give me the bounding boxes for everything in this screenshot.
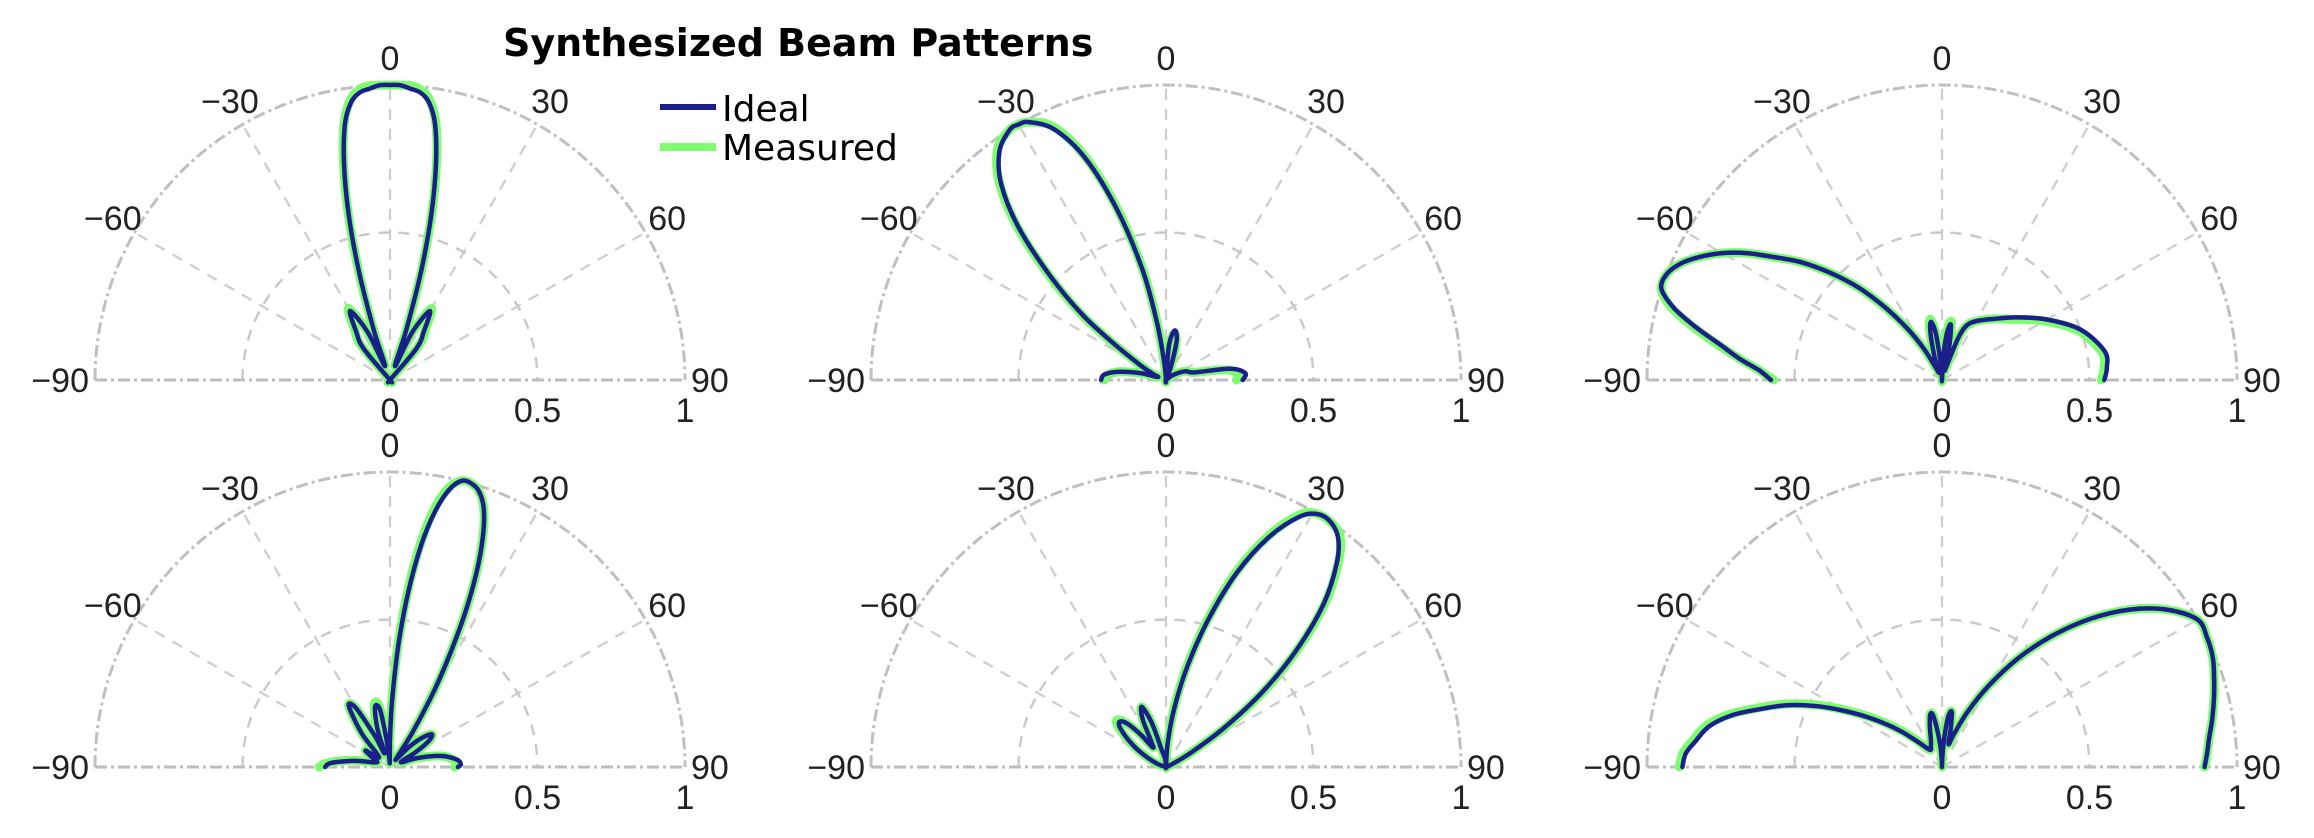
series-ideal-line [1116,511,1342,771]
radial-tick-label: 1 [2228,779,2247,817]
angle-tick-label: 90 [691,362,729,400]
grid-arc-outer [869,83,1463,381]
grid-spoke [241,123,392,381]
angle-tick-label: −60 [84,200,142,238]
angle-tick-label: 0 [1157,40,1176,78]
radial-tick-label: 1 [2228,392,2247,430]
angle-tick-label: −60 [860,200,918,238]
angle-tick-label: 90 [2243,362,2281,400]
angle-tick-label: −30 [977,470,1035,508]
polar-panel: −90 −60 −30 0 30 60 90 0 0.5 1 [31,427,729,817]
series-ideal-line [322,478,487,770]
angle-tick-label: −60 [84,587,142,625]
radial-tick-label: 0 [1157,392,1176,430]
grid-spoke [909,618,1167,769]
angle-tick-label: 60 [648,200,686,238]
polar-panel: −90 −60 −30 0 30 60 90 0 0.5 1 [1583,40,2281,430]
grid-spoke [1685,618,1943,769]
radial-tick-label: 1 [1452,779,1471,817]
legend-label-ideal: Ideal [722,89,810,130]
grid-spoke [1793,510,1944,768]
angle-tick-label: 0 [381,427,400,465]
radial-tick-label: 1 [1452,392,1471,430]
polar-panel: −90 −60 −30 0 30 60 90 0 0.5 1 [807,40,1505,430]
angle-tick-label: 90 [1467,362,1505,400]
grid-arc-inner [241,618,539,768]
legend-label-measured: Measured [722,128,898,169]
angle-tick-label: 0 [381,40,400,78]
radial-tick-label: 0 [1933,392,1952,430]
grid-arc-outer [93,470,687,768]
radial-tick-label: 0 [381,392,400,430]
polar-panels: −90 −60 −30 0 30 60 90 0 0.5 1 −90 −60 −30 0 30 60 90 0 0.… [31,40,2281,817]
angle-tick-label: 90 [2243,749,2281,787]
angle-tick-label: −60 [1636,587,1694,625]
angle-tick-label: −30 [201,83,259,121]
series-ideal-line [1680,606,2217,770]
angle-tick-label: −30 [1753,470,1811,508]
radial-tick-label: 0.5 [1290,779,1337,817]
angle-tick-label: −60 [860,587,918,625]
angle-tick-label: 60 [1424,587,1462,625]
angle-tick-label: 0 [1933,427,1952,465]
angle-tick-label: 60 [2200,587,2238,625]
angle-tick-label: −60 [1636,200,1694,238]
grid-arc-outer [869,470,1463,768]
angle-tick-label: −90 [31,749,89,787]
angle-tick-label: 0 [1157,427,1176,465]
angle-tick-label: −90 [1583,362,1641,400]
legend: Ideal Measured [660,89,898,169]
radial-tick-label: 0 [1157,779,1176,817]
series-ideal-line [1658,250,2110,384]
radial-tick-label: 0 [1933,779,1952,817]
angle-tick-label: 30 [2083,83,2121,121]
grid-arc-inner [1017,618,1315,768]
angle-tick-label: 90 [691,749,729,787]
radial-tick-label: 1 [676,779,695,817]
grid-arc-outer [1645,470,2239,768]
angle-tick-label: −90 [807,362,865,400]
angle-tick-label: 30 [2083,470,2121,508]
angle-tick-label: 60 [648,587,686,625]
series-measured-line [1111,507,1346,773]
polar-panel: −90 −60 −30 0 30 60 90 0 0.5 1 [31,40,729,430]
grid-spoke [133,618,391,769]
angle-tick-label: 30 [1307,83,1345,121]
angle-tick-label: −90 [1583,749,1641,787]
grid-arc-inner [1793,231,2091,381]
radial-tick-label: 1 [676,392,695,430]
polar-panel: −90 −60 −30 0 30 60 90 0 0.5 1 [1583,427,2281,817]
angle-tick-label: 30 [1307,470,1345,508]
grid-arc-inner [241,231,539,381]
series-ideal-line [341,82,439,385]
grid-arc-inner [1017,231,1315,381]
angle-tick-label: 30 [531,470,569,508]
radial-tick-label: 0.5 [2066,392,2113,430]
grid-arc-inner [1793,618,2091,768]
angle-tick-label: −30 [977,83,1035,121]
radial-tick-label: 0.5 [514,779,561,817]
radial-tick-label: 0.5 [2066,779,2113,817]
polar-panel: −90 −60 −30 0 30 60 90 0 0.5 1 [807,427,1505,817]
angle-tick-label: 0 [1933,40,1952,78]
angle-tick-label: 90 [1467,749,1505,787]
angle-tick-label: −30 [201,470,259,508]
grid-spoke [1017,123,1168,381]
series-ideal-line [996,119,1249,385]
radial-tick-label: 0.5 [514,392,561,430]
radial-tick-label: 0 [381,779,400,817]
radial-tick-label: 0.5 [1290,392,1337,430]
grid-spoke [133,231,391,382]
angle-tick-label: −90 [31,362,89,400]
grid-arc-outer [1645,83,2239,381]
chart-title: Synthesized Beam Patterns [503,21,1093,65]
angle-tick-label: −30 [1753,83,1811,121]
angle-tick-label: 30 [531,83,569,121]
angle-tick-label: 60 [1424,200,1462,238]
angle-tick-label: −90 [807,749,865,787]
angle-tick-label: 60 [2200,200,2238,238]
